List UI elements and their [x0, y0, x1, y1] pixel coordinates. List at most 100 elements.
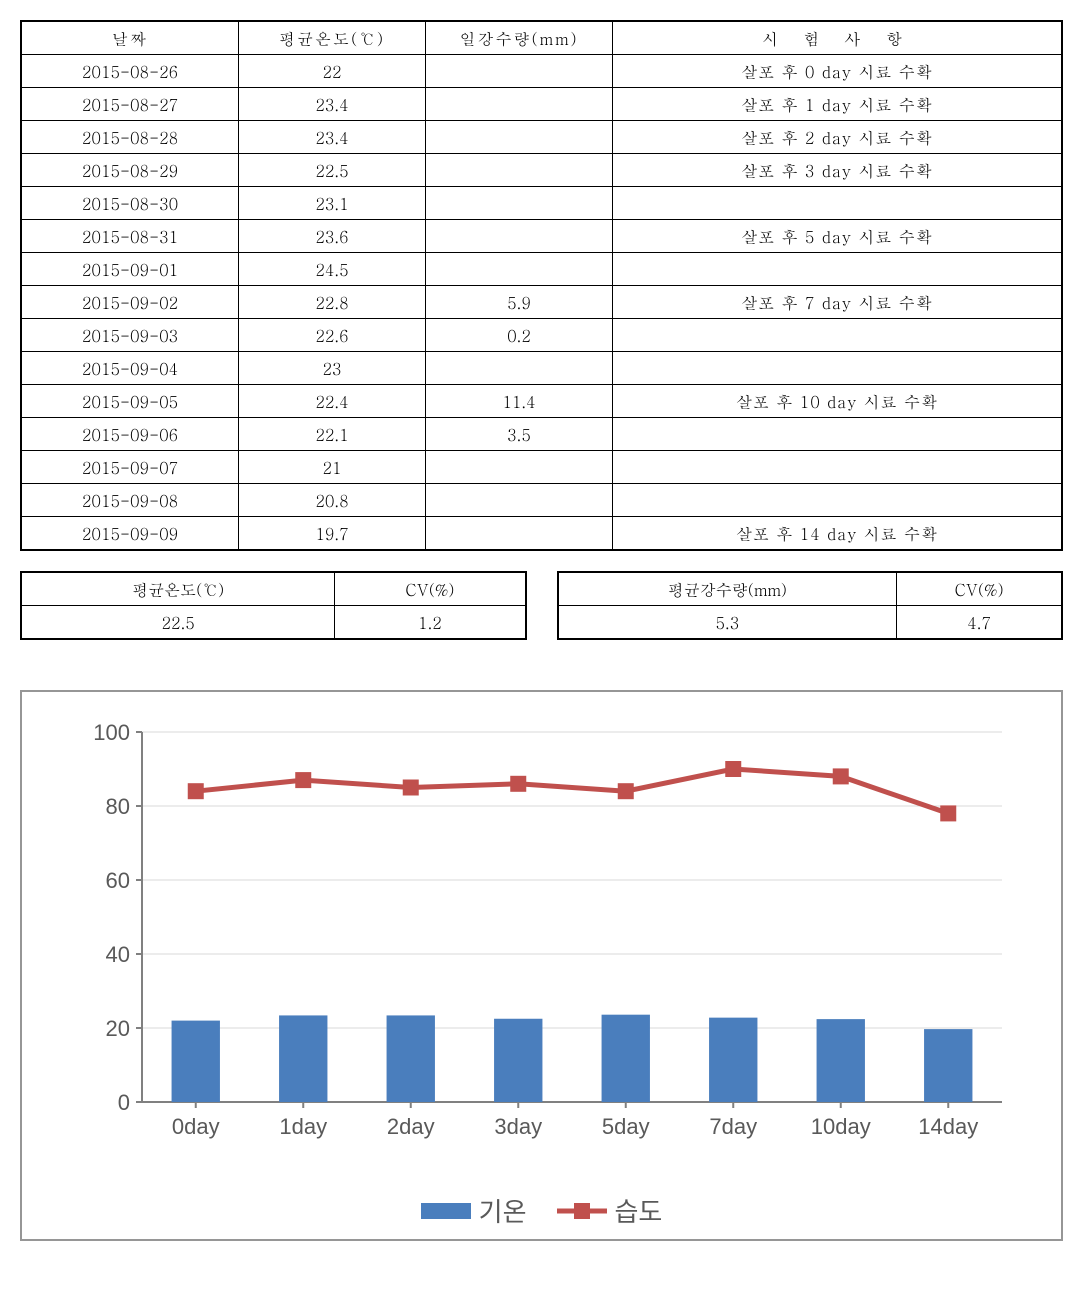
cell-date: 2015-08-30: [21, 187, 239, 220]
cell-temp: 24.5: [239, 253, 426, 286]
cell-test: 살포 후 7 day 시료 수확: [613, 286, 1063, 319]
table-row: 2015-08-2922.5살포 후 3 day 시료 수확: [21, 154, 1062, 187]
svg-text:0day: 0day: [171, 1114, 219, 1139]
chart-legend: 기온 습도: [42, 1182, 1041, 1229]
combo-chart: 0204060801000day1day2day3day5day7day10da…: [62, 722, 1022, 1162]
legend-line-icon: [557, 1199, 607, 1223]
cell-temp: 23.6: [239, 220, 426, 253]
cell-rain: [426, 55, 613, 88]
svg-text:10day: 10day: [810, 1114, 870, 1139]
cell-rain: [426, 517, 613, 551]
table-row: 2015-08-2823.4살포 후 2 day 시료 수확: [21, 121, 1062, 154]
cell-temp: 22: [239, 55, 426, 88]
cell-rain: 3.5: [426, 418, 613, 451]
cell-rain: [426, 220, 613, 253]
cell-temp: 23.1: [239, 187, 426, 220]
header-date: 날짜: [21, 21, 239, 55]
cell-temp: 22.8: [239, 286, 426, 319]
cell-test: 살포 후 5 day 시료 수확: [613, 220, 1063, 253]
cell-rain: 11.4: [426, 385, 613, 418]
cell-temp: 23.4: [239, 121, 426, 154]
cell-temp: 20.8: [239, 484, 426, 517]
cell-rain: 5.9: [426, 286, 613, 319]
table-row: 2015-09-0721: [21, 451, 1062, 484]
cell-date: 2015-09-01: [21, 253, 239, 286]
cell-date: 2015-09-04: [21, 352, 239, 385]
cell-rain: 0.2: [426, 319, 613, 352]
cell-temp: 21: [239, 451, 426, 484]
svg-text:40: 40: [105, 942, 129, 967]
table-row: 2015-09-0622.13.5: [21, 418, 1062, 451]
cell-rain: [426, 187, 613, 220]
main-data-table: 날짜 평균온도(℃) 일강수량(mm) 시 험 사 항 2015-08-2622…: [20, 20, 1063, 551]
table-row: 2015-09-0919.7 살포 후 14 day 시료 수확: [21, 517, 1062, 551]
svg-text:1day: 1day: [279, 1114, 327, 1139]
header-temp: 평균온도(℃): [239, 21, 426, 55]
header-test: 시 험 사 항: [613, 21, 1063, 55]
svg-text:2day: 2day: [386, 1114, 434, 1139]
table-row: 2015-09-0124.5: [21, 253, 1062, 286]
svg-text:7day: 7day: [709, 1114, 757, 1139]
svg-text:3day: 3day: [494, 1114, 542, 1139]
summary-rain-value: 5.3: [558, 606, 897, 640]
table-row: 2015-09-0222.85.9살포 후 7 day 시료 수확: [21, 286, 1062, 319]
summary-temp-value: 22.5: [21, 606, 335, 640]
legend-temp: 기온: [421, 1192, 527, 1229]
cell-date: 2015-08-29: [21, 154, 239, 187]
table-row: 2015-08-2622 살포 후 0 day 시료 수확: [21, 55, 1062, 88]
cell-test: 살포 후 10 day 시료 수확: [613, 385, 1063, 418]
table-row: 2015-09-0322.60.2: [21, 319, 1062, 352]
cell-test: [613, 253, 1063, 286]
cell-date: 2015-08-31: [21, 220, 239, 253]
svg-text:100: 100: [93, 722, 130, 745]
legend-temp-label: 기온: [479, 1192, 527, 1229]
svg-text:20: 20: [105, 1016, 129, 1041]
summary-rain-cv-value: 4.7: [897, 606, 1062, 640]
cell-date: 2015-08-27: [21, 88, 239, 121]
cell-test: 살포 후 1 day 시료 수확: [613, 88, 1063, 121]
svg-text:60: 60: [105, 868, 129, 893]
table-row: 2015-08-3123.6 살포 후 5 day 시료 수확: [21, 220, 1062, 253]
cell-temp: 22.5: [239, 154, 426, 187]
summary-rain-header: 평균강수량(mm): [558, 572, 897, 606]
legend-bar-icon: [421, 1203, 471, 1219]
cell-date: 2015-08-26: [21, 55, 239, 88]
summary-temp-cv-header: CV(%): [335, 572, 526, 606]
cell-test: [613, 319, 1063, 352]
cell-date: 2015-09-02: [21, 286, 239, 319]
cell-test: 살포 후 14 day 시료 수확: [613, 517, 1063, 551]
svg-text:14day: 14day: [918, 1114, 978, 1139]
cell-temp: 22.4: [239, 385, 426, 418]
summary-rain-table: 평균강수량(mm) CV(%) 5.3 4.7: [557, 571, 1064, 640]
summary-rain-cv-header: CV(%): [897, 572, 1062, 606]
chart-container: 0204060801000day1day2day3day5day7day10da…: [20, 690, 1063, 1241]
table-row: 2015-09-0820.8: [21, 484, 1062, 517]
cell-temp: 23: [239, 352, 426, 385]
header-rain: 일강수량(mm): [426, 21, 613, 55]
cell-date: 2015-09-09: [21, 517, 239, 551]
cell-date: 2015-09-08: [21, 484, 239, 517]
cell-rain: [426, 352, 613, 385]
cell-rain: [426, 451, 613, 484]
cell-date: 2015-08-28: [21, 121, 239, 154]
summary-temp-cv-value: 1.2: [335, 606, 526, 640]
table-row: 2015-09-0423: [21, 352, 1062, 385]
cell-temp: 19.7: [239, 517, 426, 551]
cell-date: 2015-09-07: [21, 451, 239, 484]
table-row: 2015-08-3023.1: [21, 187, 1062, 220]
cell-test: [613, 484, 1063, 517]
cell-test: 살포 후 0 day 시료 수확: [613, 55, 1063, 88]
svg-text:80: 80: [105, 794, 129, 819]
cell-rain: [426, 253, 613, 286]
cell-test: [613, 187, 1063, 220]
cell-date: 2015-09-06: [21, 418, 239, 451]
cell-temp: 22.1: [239, 418, 426, 451]
cell-rain: [426, 154, 613, 187]
cell-rain: [426, 88, 613, 121]
svg-text:5day: 5day: [601, 1114, 649, 1139]
cell-temp: 23.4: [239, 88, 426, 121]
legend-humidity: 습도: [557, 1192, 663, 1229]
cell-test: [613, 451, 1063, 484]
legend-humidity-label: 습도: [615, 1192, 663, 1229]
cell-date: 2015-09-05: [21, 385, 239, 418]
